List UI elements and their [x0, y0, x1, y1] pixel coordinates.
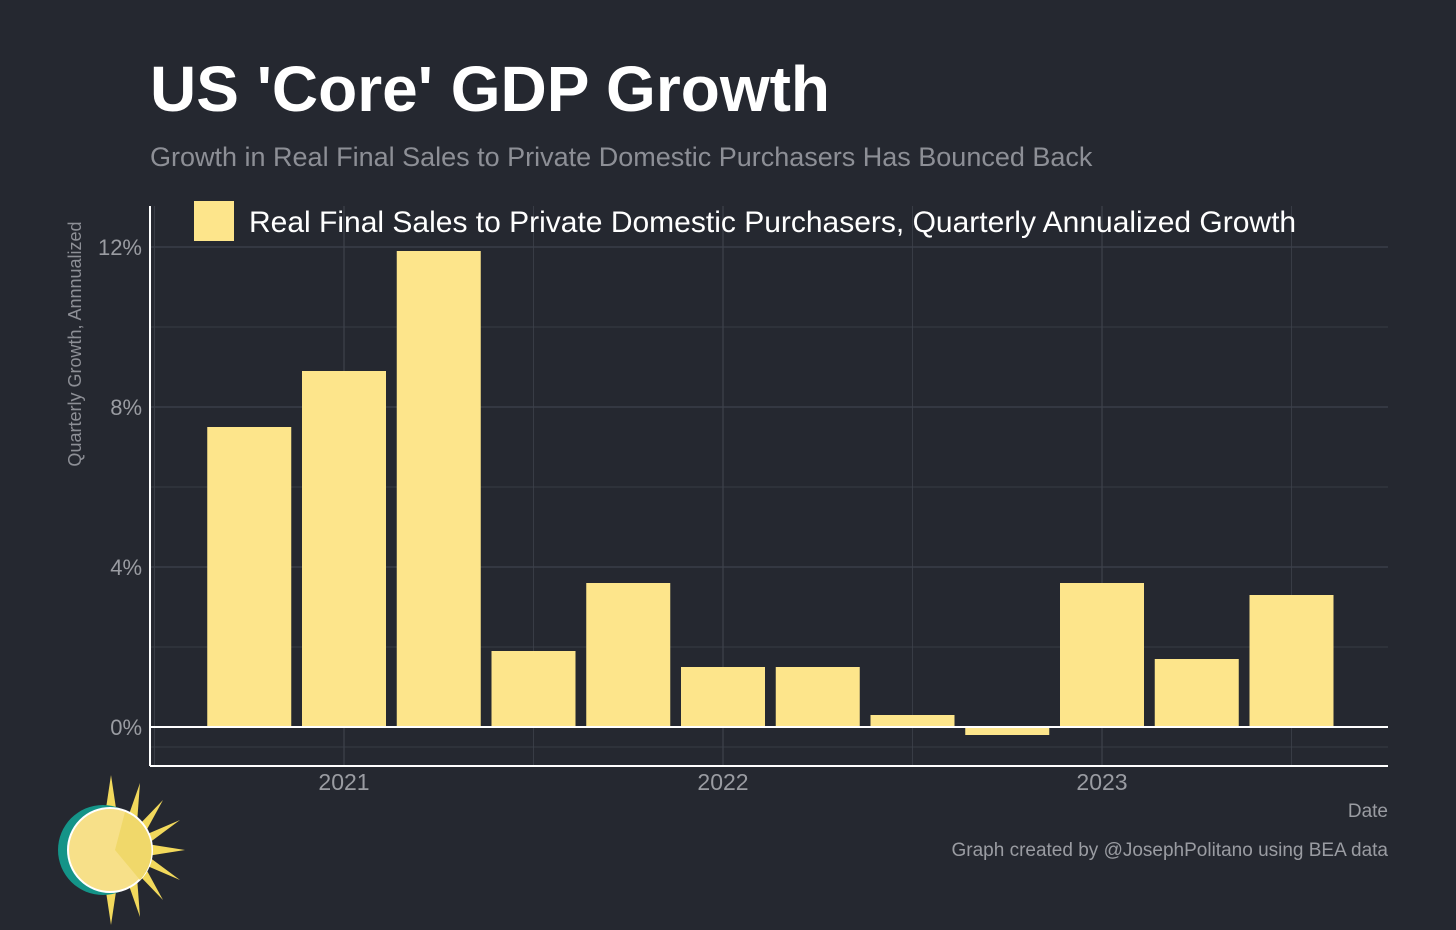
bar: [207, 427, 292, 727]
y-tick-label: 0%: [110, 715, 142, 740]
bar: [396, 251, 481, 727]
chart-subtitle: Growth in Real Final Sales to Private Do…: [150, 142, 1093, 172]
bar: [775, 667, 860, 727]
y-tick-label: 8%: [110, 395, 142, 420]
axis-labels: 0% 4% 8% 12% 2021 2022 2023 Date Quarterly Growt…: [65, 221, 1388, 822]
axes: [149, 206, 1388, 767]
bar: [1249, 595, 1334, 727]
legend-swatch: [194, 201, 234, 241]
bar: [1154, 659, 1239, 727]
bar: [965, 727, 1050, 735]
bar: [586, 583, 671, 727]
y-tick-label: 12%: [98, 235, 142, 260]
bar: [1060, 583, 1144, 727]
y-tick-label: 4%: [110, 555, 142, 580]
x-tick-label: 2021: [318, 769, 369, 795]
bar: [681, 667, 765, 727]
x-tick-label: 2022: [697, 769, 748, 795]
chart-title: US 'Core' GDP Growth: [150, 53, 830, 125]
credit-text: Graph created by @JosephPolitano using B…: [951, 840, 1388, 861]
sun-logo-icon: [58, 775, 185, 925]
legend: Real Final Sales to Private Domestic Pur…: [194, 201, 1296, 241]
y-axis-title: Quarterly Growth, Annnualized: [65, 221, 85, 466]
bars: [207, 251, 1334, 735]
bar: [491, 651, 576, 727]
bar: [870, 715, 955, 727]
x-axis-title: Date: [1348, 801, 1388, 822]
bar: [302, 371, 386, 727]
legend-label: Real Final Sales to Private Domestic Pur…: [249, 206, 1296, 239]
x-tick-label: 2023: [1076, 769, 1127, 795]
